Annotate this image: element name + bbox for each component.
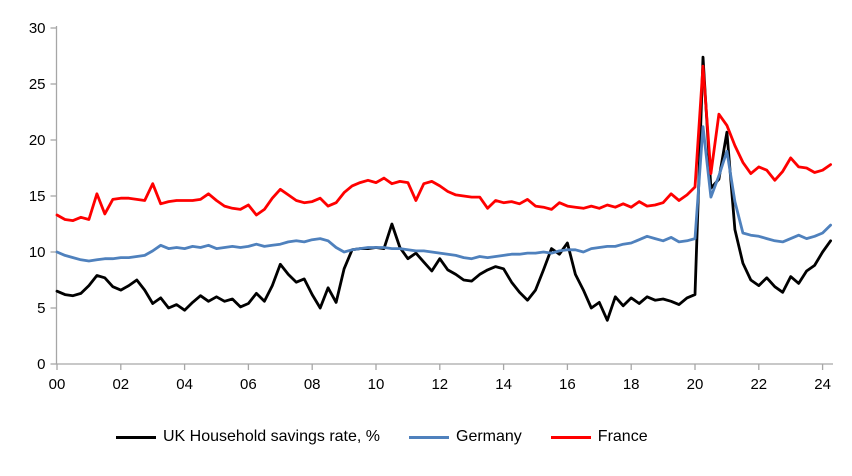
legend-label-france: France [597,428,648,445]
y-axis-tick-label: 20 [29,132,46,149]
germany-line-swatch-icon [409,435,449,439]
x-axis-tick-label: 12 [431,376,448,393]
x-axis-tick-label: 06 [240,376,257,393]
y-axis-tick-label: 15 [29,188,46,205]
legend-item-germany: Germany [409,428,522,446]
legend-item-france: France [550,428,648,446]
x-axis-tick-label: 14 [495,376,512,393]
legend-item-uk: UK Household savings rate, % [116,428,380,446]
y-axis-tick-label: 25 [29,76,46,93]
series-line-1 [55,125,832,263]
x-axis-tick-label: 22 [750,376,767,393]
x-axis-tick-label: 16 [559,376,576,393]
legend-label-germany: Germany [456,428,522,445]
x-axis-tick-label: 00 [49,376,66,393]
x-axis-tick-label: 08 [304,376,321,393]
france-line-swatch-icon [550,435,591,439]
uk-line-swatch-icon [116,435,156,439]
x-axis-tick-label: 02 [112,376,129,393]
y-axis-tick-label: 30 [29,20,46,37]
y-axis-tick-label: 0 [37,356,45,373]
series-line-2 [55,64,832,223]
y-axis-tick-label: 10 [29,244,46,261]
x-axis-tick-label: 18 [623,376,640,393]
y-axis-tick-label: 5 [37,300,45,317]
x-axis-tick-label: 20 [687,376,704,393]
x-axis-tick-label: 04 [176,376,193,393]
x-axis-tick-label: 10 [368,376,385,393]
legend: UK Household savings rate, % Germany Fra… [116,428,648,446]
x-axis-tick-label: 24 [814,376,831,393]
legend-label-uk: UK Household savings rate, % [163,428,380,445]
